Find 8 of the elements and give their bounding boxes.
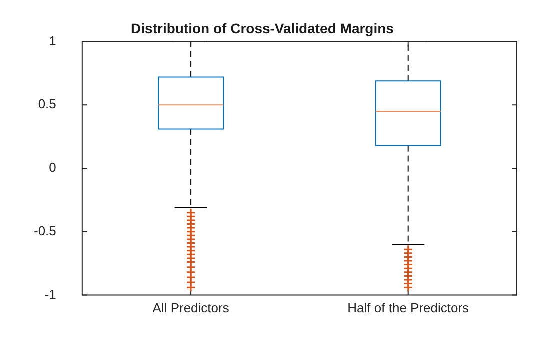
chart-title: Distribution of Cross-Validated Margins — [131, 20, 394, 36]
x-tick-label: Half of the Predictors — [348, 300, 470, 316]
y-tick-label: -0.5 — [34, 223, 56, 238]
y-tick-label: 1 — [49, 33, 56, 48]
y-tick-label: 0.5 — [38, 96, 56, 112]
y-tick-label: 0 — [49, 160, 56, 176]
x-tick-label: All Predictors — [152, 300, 230, 316]
y-tick-label: -1 — [44, 286, 56, 302]
